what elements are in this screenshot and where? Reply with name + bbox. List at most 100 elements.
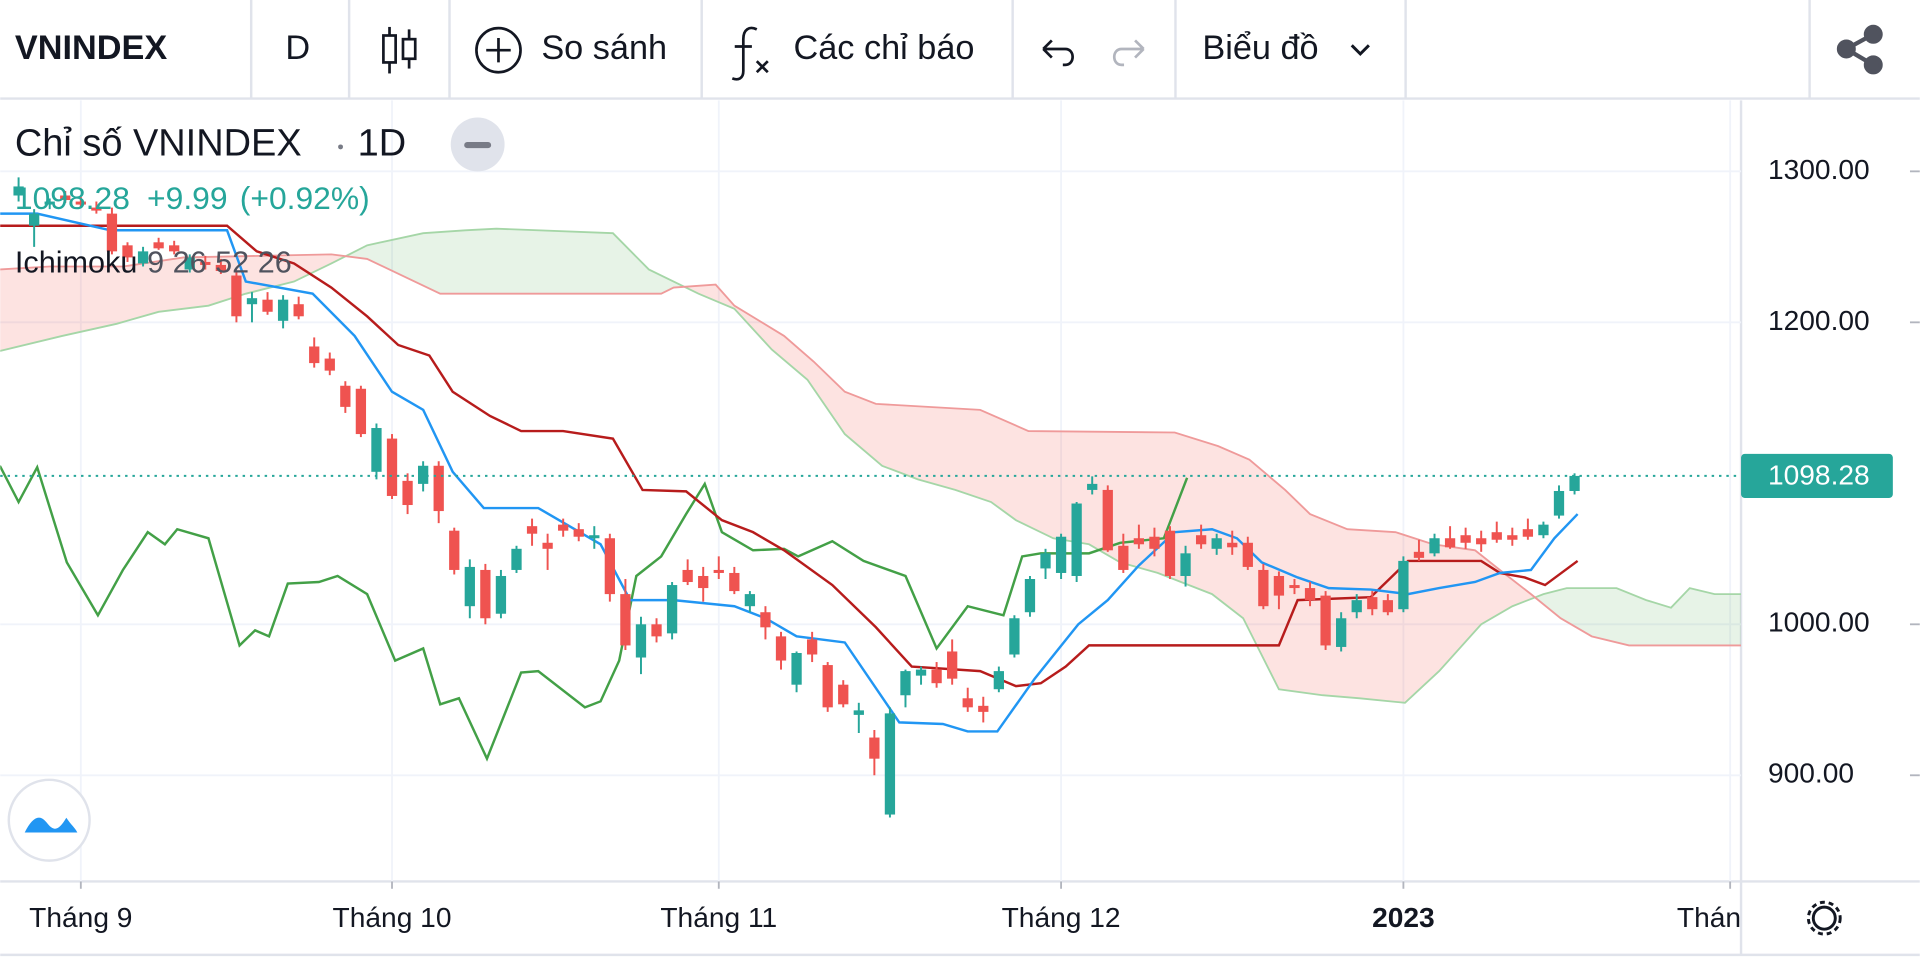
candle-body xyxy=(29,213,40,226)
candle-body xyxy=(495,575,507,614)
candle-body xyxy=(1320,595,1331,646)
candle-body xyxy=(1055,536,1067,573)
candle-body xyxy=(1413,551,1425,558)
candle-body xyxy=(1367,597,1378,610)
compare-icon-plus xyxy=(486,37,511,63)
candle-body xyxy=(246,298,258,305)
candle-body xyxy=(1476,538,1487,545)
candle-body xyxy=(231,275,242,317)
logo-button[interactable] xyxy=(7,778,91,862)
candle-body xyxy=(651,624,662,637)
candle-body xyxy=(1351,600,1362,613)
redo-button[interactable] xyxy=(1112,39,1145,67)
collapse-icon xyxy=(464,142,492,149)
candle-body xyxy=(1444,538,1456,548)
indicator-name[interactable]: Ichimoku xyxy=(15,246,137,280)
candle-body xyxy=(978,705,989,712)
chart-type-icon[interactable] xyxy=(382,26,417,74)
y-tick-label: 900.00 xyxy=(1768,758,1854,789)
candle-body xyxy=(947,651,958,679)
candle-body xyxy=(1304,588,1316,601)
symbol-button[interactable]: VNINDEX xyxy=(15,29,167,67)
candle-body xyxy=(355,388,367,435)
candle-body xyxy=(1491,532,1502,540)
candle-body xyxy=(309,346,320,364)
legend-title: Chỉ số VNINDEX xyxy=(15,123,302,165)
indicators-icon xyxy=(731,26,769,81)
toolbar: VNINDEX D So sánh Các chỉ báo Biểu đồ xyxy=(0,0,1920,100)
indicator-line xyxy=(0,253,1742,647)
candle-body xyxy=(931,669,942,684)
candle-body xyxy=(900,671,911,696)
candle-body xyxy=(511,548,522,570)
candle-body xyxy=(480,569,491,619)
indicators-button[interactable]: Các chỉ báo xyxy=(731,26,974,81)
candle-body xyxy=(106,213,118,252)
compare-label: So sánh xyxy=(541,29,667,67)
candle-body xyxy=(293,304,304,317)
toolbar-separators xyxy=(249,0,1811,98)
candle-body xyxy=(386,438,398,496)
candle-body xyxy=(1538,524,1549,536)
candle-body xyxy=(169,245,180,252)
undo-button[interactable] xyxy=(1042,39,1074,67)
candle-body xyxy=(604,538,615,595)
candle-body xyxy=(620,594,631,646)
grid xyxy=(0,100,1742,882)
candle-body xyxy=(1040,553,1051,569)
legend-change-percent: (+0.92%) xyxy=(240,180,370,216)
indicator-params: 9 26 52 26 xyxy=(147,246,292,280)
indicator-line xyxy=(0,212,1579,733)
candle-body xyxy=(277,299,289,321)
chart-style-label: Biểu đồ xyxy=(1202,29,1318,67)
candle-body xyxy=(635,624,647,658)
candle-body xyxy=(791,652,802,685)
interval-button[interactable]: D xyxy=(285,29,310,67)
candle-body xyxy=(682,569,693,583)
candle-body xyxy=(1289,585,1300,589)
candle-body xyxy=(869,737,880,759)
indicator-line xyxy=(0,464,1189,762)
candle-body xyxy=(417,465,429,484)
legend-change: +9.99 xyxy=(147,180,228,216)
y-tick-label: 1000.00 xyxy=(1768,607,1870,638)
settings-button[interactable] xyxy=(1806,900,1842,936)
candle-body xyxy=(526,526,538,534)
candle-body xyxy=(1273,575,1285,596)
compare-button[interactable]: So sánh xyxy=(475,26,667,74)
legend-last-price: 1098.28 xyxy=(15,180,130,216)
x-tick-label: Tháng 11 xyxy=(660,902,777,933)
candle-body xyxy=(760,612,771,628)
chevron xyxy=(1350,44,1370,56)
candle-body xyxy=(122,245,133,258)
candle-body xyxy=(1382,600,1393,613)
candle-body xyxy=(153,242,164,249)
candle-body xyxy=(1227,542,1238,548)
candle-body xyxy=(713,569,724,573)
legend-separator xyxy=(338,144,344,150)
candle-body xyxy=(666,585,678,634)
candle-body xyxy=(1507,535,1518,540)
candle-body xyxy=(44,201,55,205)
x-tick-label: Tháng 9 xyxy=(29,902,132,933)
candle-body xyxy=(1102,489,1113,551)
candle-body xyxy=(1118,545,1129,570)
candle-body xyxy=(75,201,86,205)
candle-body xyxy=(184,257,195,270)
candle-body xyxy=(215,264,227,271)
legend-interval: 1D xyxy=(358,123,407,165)
candle-body xyxy=(542,542,553,549)
candle-body xyxy=(371,428,382,472)
x-tick-label: Tháng 10 xyxy=(333,902,452,933)
share-button[interactable] xyxy=(1836,24,1883,75)
candle-body xyxy=(1429,538,1440,554)
candle-body xyxy=(1180,553,1191,576)
chart-style-button[interactable]: Biểu đồ xyxy=(1202,29,1370,67)
candle-body xyxy=(1087,483,1098,490)
candle-body xyxy=(433,465,444,512)
indicator-lines xyxy=(0,212,1742,762)
candle-body xyxy=(962,698,973,708)
candle-body xyxy=(137,251,149,264)
